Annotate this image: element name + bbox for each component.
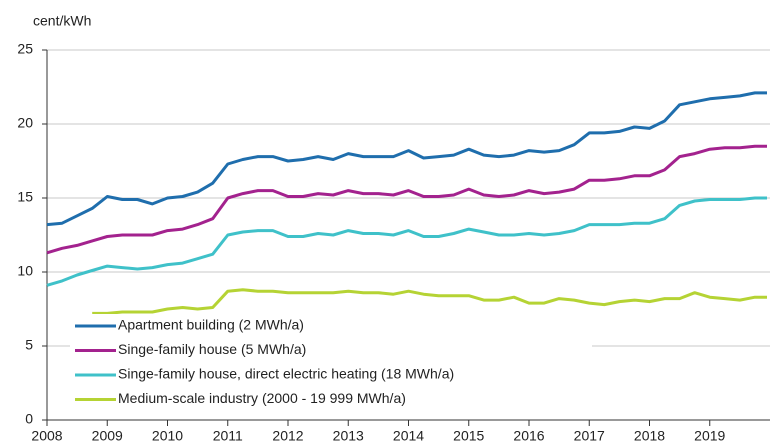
x-tick-label: 2015 [453,428,484,444]
x-tick-label: 2018 [634,428,665,444]
legend-label: Apartment building (2 MWh/a) [118,317,304,333]
series-line [92,288,767,315]
legend-label: Medium-scale industry (2000 - 19 999 MWh… [118,390,406,406]
x-tick-label: 2014 [393,428,424,444]
x-tick-label: 2008 [31,428,62,444]
x-tick-label: 2009 [92,428,123,444]
y-tick-label: 0 [25,411,33,427]
legend-box [70,314,592,414]
y-tick-label: 10 [17,263,33,279]
y-tick-label: 20 [17,115,33,131]
series-line [46,91,767,227]
x-tick-label: 2016 [513,428,544,444]
series-line [46,196,767,287]
y-tick-label: 25 [17,41,33,57]
x-tick-label: 2017 [574,428,605,444]
x-tick-label: 2019 [694,428,725,444]
y-axis-label: cent/kWh [33,13,91,29]
legend-label: Singe-family house, direct electric heat… [118,366,454,382]
series-line [46,144,767,255]
x-tick-label: 2011 [213,428,243,444]
x-tick-label: 2013 [333,428,364,444]
x-tick-label: 2012 [272,428,303,444]
legend-label: Singe-family house (5 MWh/a) [118,341,306,357]
y-tick-label: 5 [25,337,33,353]
x-tick-label: 2010 [152,428,183,444]
y-tick-label: 15 [17,189,33,205]
